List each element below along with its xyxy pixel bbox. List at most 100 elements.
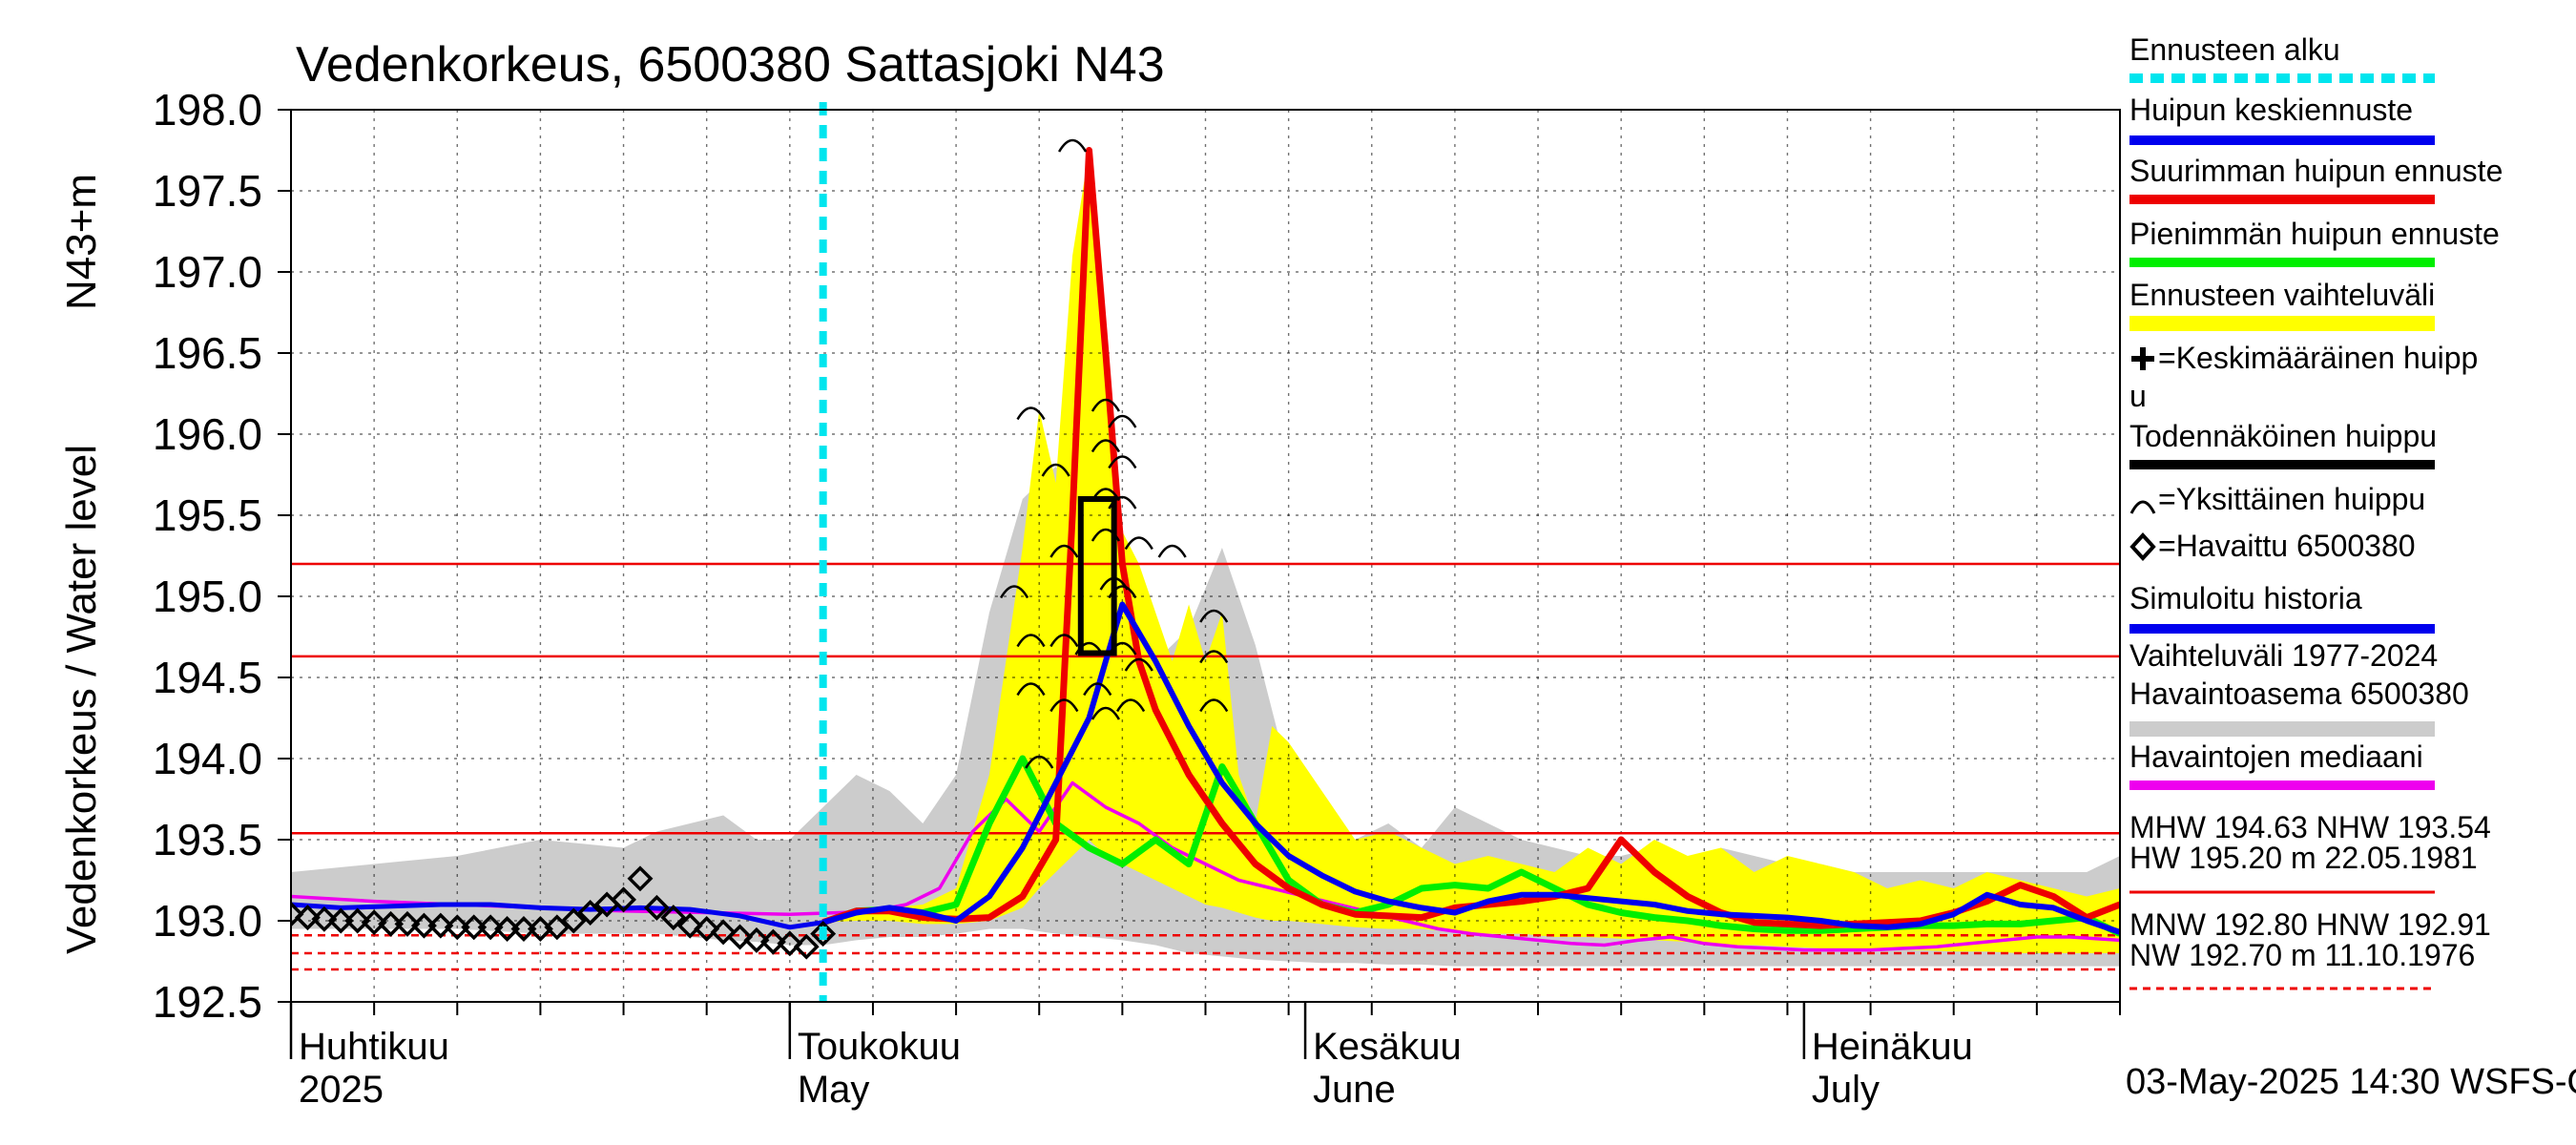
y-axis-title: Vedenkorkeus / Water level: [58, 445, 105, 954]
legend-item: =Yksittäinen huippu: [2129, 482, 2425, 516]
observed-point: [727, 924, 754, 950]
forecast-range-band: [822, 150, 2120, 953]
month-label-fi: Huhtikuu: [299, 1026, 449, 1068]
observed-point: [694, 916, 720, 942]
legend-item: Simuloitu historia: [2129, 581, 2435, 634]
peak-arc-marker: [1108, 495, 1137, 510]
observed-point: [494, 916, 521, 942]
observed-point: [327, 907, 354, 934]
stats-text: NW 192.70 m 11.10.1976: [2129, 938, 2475, 972]
y-tick-label: 193.5: [153, 815, 262, 864]
observed-point: [294, 905, 321, 931]
plot-clip-group: [291, 110, 2120, 1002]
legend: Ennusteen alku Huipun keskiennuste Suurimm…: [2129, 32, 2503, 990]
legend-item: Ennusteen alku: [2129, 32, 2435, 83]
observed-point: [477, 914, 504, 941]
month-label-en: May: [798, 1069, 870, 1111]
legend-label: Ennusteen vaihteluväli: [2129, 278, 2435, 312]
individual-peaks: [1000, 138, 1229, 769]
observed-points: [291, 865, 837, 960]
probable-peak-marker: [1077, 496, 1117, 656]
observed-point: [344, 907, 371, 934]
y-tick-label: 194.5: [153, 653, 262, 702]
observed-point: [444, 914, 470, 941]
y-axis-unit: N43+m: [58, 174, 105, 310]
legend-label: =Havaittu 6500380: [2158, 529, 2416, 563]
legend-item: =Keskimääräinen huipp u: [2129, 341, 2478, 413]
y-tick-label: 197.5: [153, 166, 262, 216]
legend-item: Huipun keskiennuste: [2129, 93, 2435, 145]
chart-title: Vedenkorkeus, 6500380 Sattasjoki N43: [296, 37, 1165, 93]
peak-arc-marker: [1199, 650, 1229, 664]
peak-arc-marker: [1016, 406, 1046, 421]
observed-point: [676, 912, 703, 939]
observed-point: [378, 910, 405, 937]
peak-arc-marker: [1124, 657, 1153, 672]
legend-arc-icon: [2129, 500, 2156, 514]
legend-label: Ennusteen alku: [2129, 32, 2340, 67]
peak-arc-marker: [1091, 398, 1121, 412]
max-peak-forecast-line: [821, 147, 2120, 929]
peak-arc-marker: [1091, 439, 1121, 453]
peak-arc-marker: [1108, 414, 1137, 428]
observed-point: [710, 919, 737, 946]
observed-point: [361, 909, 387, 936]
stats-text: MNW 192.80 HNW 192.91: [2129, 907, 2491, 942]
observed-point: [311, 906, 338, 932]
month-label-en: 2025: [299, 1069, 384, 1111]
legend-label: =Yksittäinen huippu: [2158, 482, 2425, 516]
y-tick-label: 193.0: [153, 896, 262, 946]
observed-point: [427, 912, 454, 939]
observed-point: [611, 886, 637, 913]
peak-arc-marker: [1108, 585, 1137, 599]
simulated-history-line: [291, 902, 824, 930]
axes: 192.5 193.0 193.5 194.0 194.5 195.0 195.5 196.0…: [153, 85, 2121, 1111]
legend-item: Todennäköinen huippu: [2129, 419, 2437, 469]
stats-text: MHW 194.63 NHW 193.54: [2129, 810, 2491, 844]
observed-point: [577, 900, 604, 926]
peak-arc-marker: [1116, 698, 1146, 713]
observed-point: [743, 926, 770, 953]
peak-arc-marker: [1049, 634, 1079, 648]
peak-arc-marker: [1199, 609, 1229, 623]
legend-item: Suurimman huipun ennuste: [2129, 154, 2503, 204]
y-tick-label: 195.5: [153, 490, 262, 540]
y-axis-labels: Vedenkorkeus / Water level N43+m: [58, 174, 105, 954]
legend-label-line2: u: [2129, 379, 2147, 413]
legend-item: Ennusteen vaihteluväli: [2129, 278, 2435, 331]
y-tick-label: 196.0: [153, 409, 262, 459]
legend-label-line2: Havaintoasema 6500380: [2129, 677, 2469, 711]
peak-arc-marker: [1091, 706, 1121, 720]
legend-label: Todennäköinen huippu: [2129, 419, 2437, 453]
y-tick-label: 198.0: [153, 85, 262, 135]
y-tick-label: 195.0: [153, 572, 262, 621]
observed-point: [793, 933, 820, 960]
peak-arc-marker: [1091, 488, 1121, 502]
observed-point: [660, 905, 687, 931]
legend-label: Huipun keskiennuste: [2129, 93, 2413, 127]
stats-text: HW 195.20 m 22.05.1981: [2129, 841, 2478, 875]
y-tick-label: 192.5: [153, 977, 262, 1027]
legend-item: Pienimmän huipun ennuste: [2129, 217, 2500, 267]
reference-levels: [291, 562, 2120, 971]
mean-peak-forecast-line: [821, 601, 2120, 935]
observed-point: [777, 930, 803, 957]
legend-label: Pienimmän huipun ennuste: [2129, 217, 2500, 251]
peak-arc-marker: [1041, 463, 1070, 477]
grid-lines: [291, 110, 2120, 1002]
peak-arc-marker: [1108, 641, 1137, 656]
peak-arc-marker: [1074, 641, 1104, 656]
month-label-fi: Heinäkuu: [1812, 1026, 1973, 1068]
legend-plus-icon: [2131, 347, 2154, 370]
peak-arc-marker: [1083, 682, 1112, 697]
legend-diamond-icon: [2129, 532, 2156, 561]
observed-point: [627, 865, 654, 892]
legend-item: Havaintojen mediaani: [2129, 739, 2435, 790]
peak-arc-marker: [1058, 138, 1088, 153]
y-tick-label: 194.0: [153, 734, 262, 783]
peak-arc-marker: [1049, 698, 1079, 713]
footer-timestamp: 03-May-2025 14:30 WSFS-O: [2126, 1062, 2576, 1102]
peak-arc-marker: [1016, 682, 1046, 697]
peak-arc-marker: [1049, 544, 1079, 558]
